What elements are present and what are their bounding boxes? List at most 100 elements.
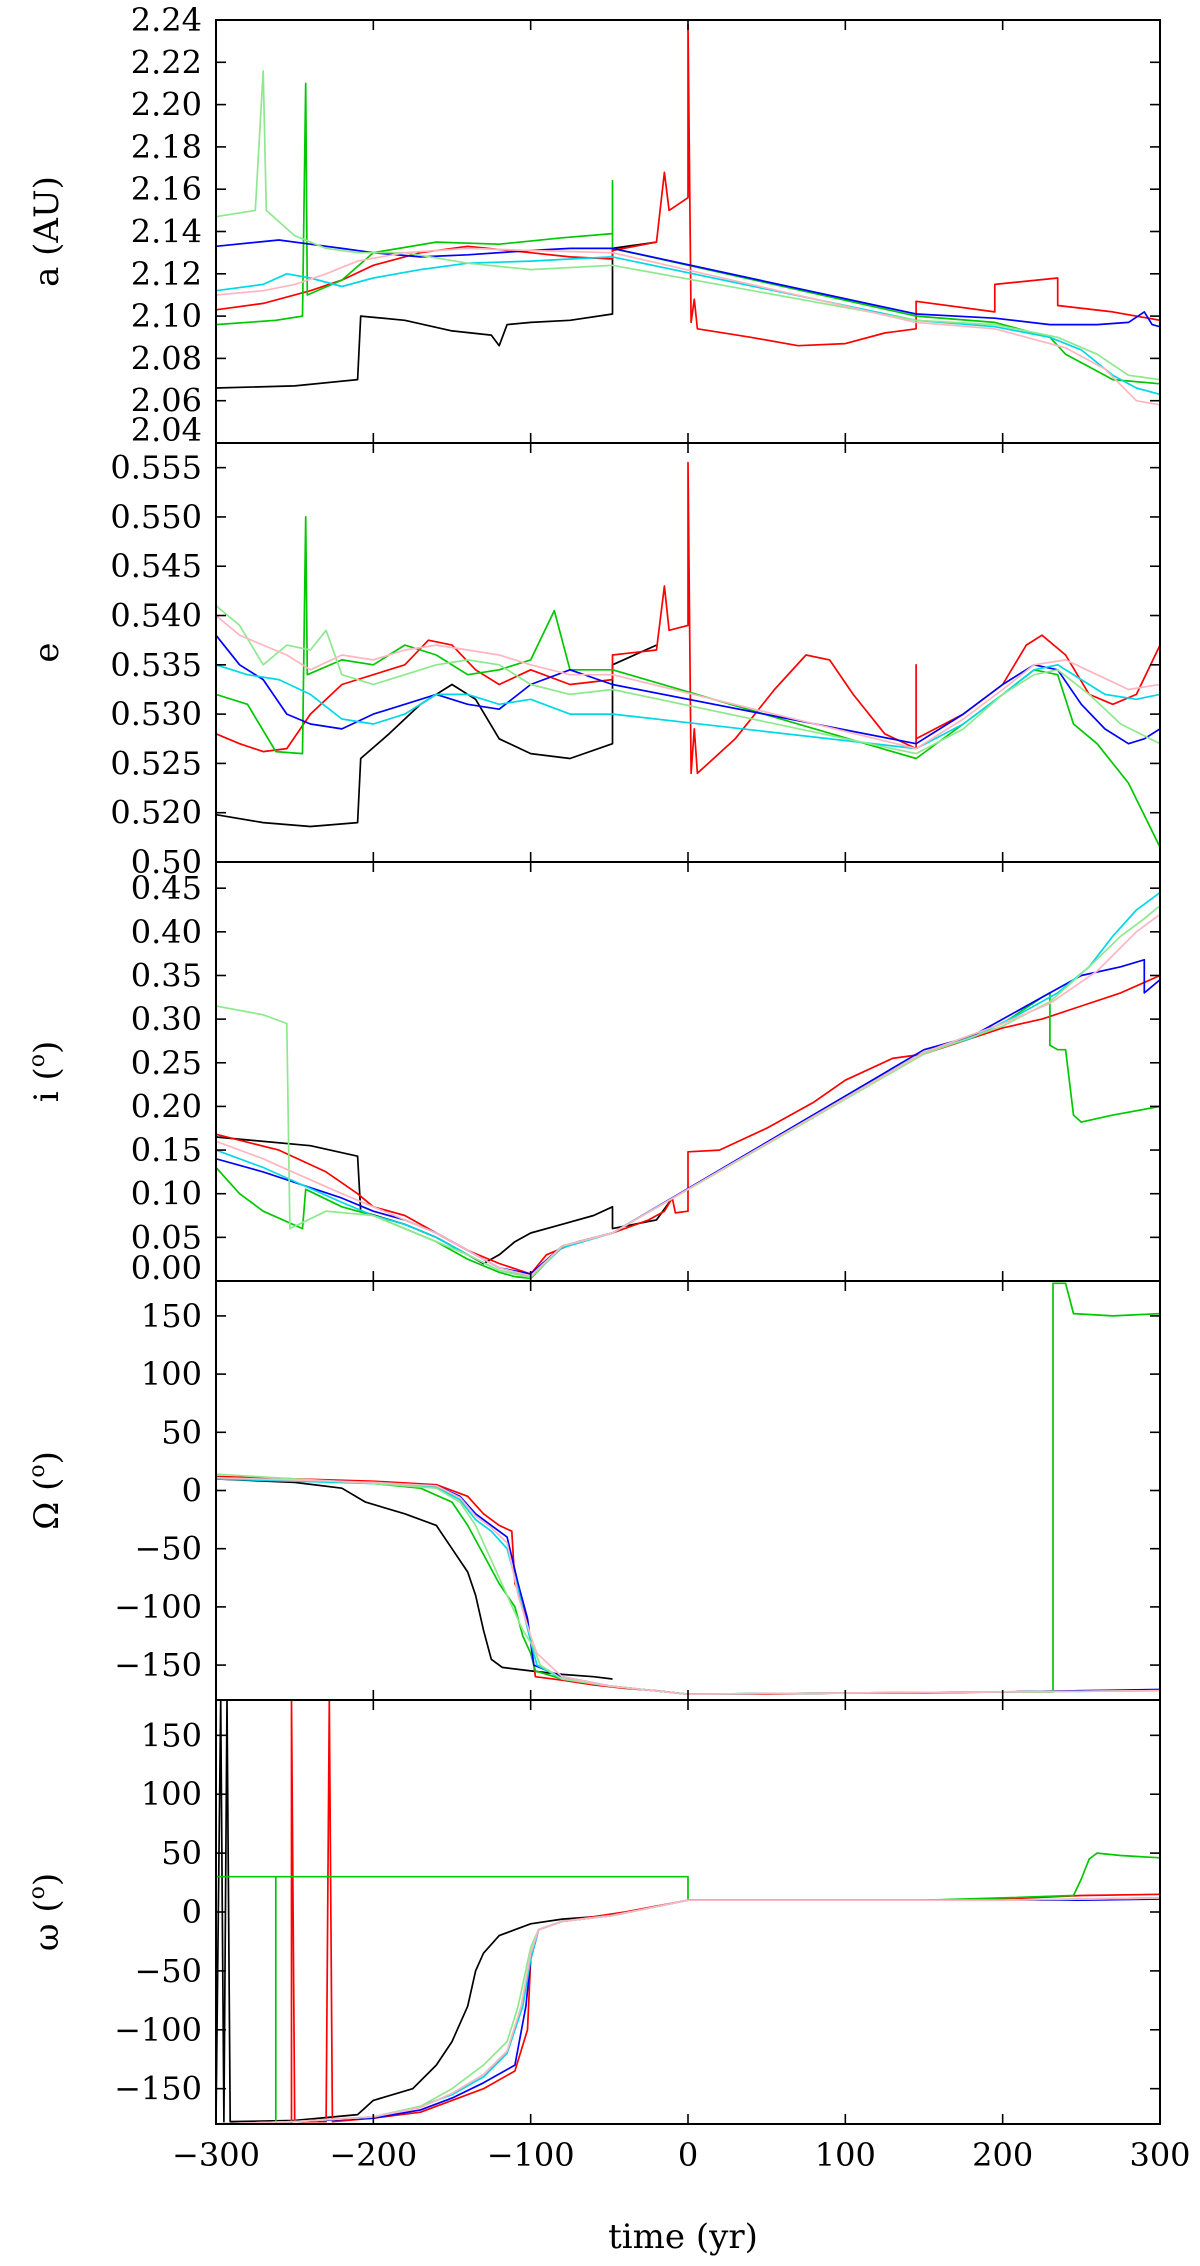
series-cyan-line [216,1478,1160,1696]
y-tick-label: 0.540 [110,597,202,635]
y-axis-label-e: e [27,642,67,662]
series-red-line [216,23,1160,347]
series-group-node [216,1282,1160,1696]
x-axis-label: time (yr) [608,2217,758,2257]
series-pink-line [216,1476,1160,1696]
y-tick-label: −100 [114,2011,202,2049]
y-tick-label: 50 [161,1413,202,1451]
y-tick-label: 2.14 [131,213,202,251]
series-black-line [216,1478,613,1680]
y-tick-label: 0.545 [110,547,202,585]
y-tick-label: 2.18 [131,128,202,166]
series-green-line [216,1282,1160,1696]
y-tick-label: 0 [182,1893,202,1931]
series-blue-line [216,239,1160,328]
series-pink-line [216,1897,1160,2124]
y-tick-label: 2.08 [131,339,202,377]
y-tick-label: 0.40 [131,913,202,951]
plot-frame-node [215,1280,1161,1701]
panels: 2.042.06 2.08 2.10 2.12 2.14 2.16 2.18 2.20 2.22… [25,1,1191,2174]
y-tick-label: 0.05 [131,1218,202,1256]
y-tick-label: 2.06 [131,382,202,420]
series-green-line [216,1852,1160,2124]
plot-frame-peri [215,1699,1161,2125]
y-tick-label: 0.520 [110,794,202,832]
y-tick-label: 0.00 [131,1249,202,1287]
y-tick-label: −150 [114,2070,202,2108]
y-tick-label: 0.555 [110,449,202,487]
series-black-line [216,1136,673,1265]
series-lightgreen-line [216,1473,1160,1696]
series-blue-line [216,1898,1160,2124]
y-tick-label: 2.12 [131,255,202,293]
series-red-line [216,1700,1160,2124]
x-tick-label: 200 [972,2136,1033,2174]
y-tick-label: −100 [114,1588,202,1626]
series-cyan-line [216,1897,1160,2124]
y-tick-label: 0.550 [110,498,202,536]
series-group-i [216,891,1160,1280]
y-tick-label: 100 [141,1775,202,1813]
plot-frame-i [215,861,1161,1282]
y-tick-label: 0.50 [131,843,202,881]
series-lightgreen-line [216,605,1160,755]
series-red-line [216,974,1160,1275]
series-blue-line [216,1476,1160,1696]
series-black-line [216,644,657,828]
y-tick-label: 0.45 [131,869,202,907]
panel-i: 0.000.05 0.10 0.15 0.20 0.25 0.30 0.35 0.40 0.45… [25,861,1161,1287]
y-tick-label: 2.04 [131,411,202,449]
y-tick-label: 2.22 [131,43,202,81]
series-black-line [216,241,657,389]
y-tick-label: 0.20 [131,1087,202,1125]
panel-node: −150 −100 −50 0 50 100 150 Ω (o) [25,1280,1161,1701]
y-tick-label: 2.24 [131,1,202,39]
y-tick-label: −150 [114,1646,202,1684]
y-tick-label: −50 [134,1530,202,1568]
series-cyan-line [216,663,1160,750]
series-black-line [216,1700,613,2123]
panel-e: 0.520 0.525 0.530 0.535 0.540 0.545 0.550 0.555… [27,442,1161,881]
series-group-e [216,461,1160,848]
series-pink-line [216,247,1160,406]
series-group-a [216,23,1160,406]
series-green-line [216,992,1160,1280]
y-axis-label-a: a (AU) [27,176,67,287]
y-tick-label: 100 [141,1355,202,1393]
y-tick-label: 0.535 [110,646,202,684]
y-tick-label: 0.530 [110,695,202,733]
y-tick-label: −50 [134,1952,202,1990]
series-pink-line [216,614,1160,750]
x-tick-label: −300 [172,2136,260,2174]
y-axis-label-peri: ω (o) [25,1873,67,1951]
y-tick-label: 0.10 [131,1175,202,1213]
series-green-line [216,516,1160,848]
panel-a: 2.042.06 2.08 2.10 2.12 2.14 2.16 2.18 2.20 2.22… [27,1,1161,449]
y-tick-label: 150 [141,1716,202,1754]
y-tick-label: 50 [161,1834,202,1872]
x-tick-label: −100 [487,2136,575,2174]
series-blue-line [216,634,1160,745]
y-axis-label-node: Ω (o) [25,1451,67,1530]
y-tick-label: 2.10 [131,297,202,335]
y-tick-label: 0.30 [131,1000,202,1038]
series-lightgreen-line [216,69,1160,381]
series-cyan-line [216,256,1160,396]
series-lightgreen-line [216,904,1160,1279]
series-cyan-line [216,891,1160,1278]
y-tick-label: 0 [182,1472,202,1510]
y-tick-label: 0.35 [131,956,202,994]
series-green-line [216,82,1160,385]
series-blue-line [216,958,1160,1275]
x-tick-label: −200 [329,2136,417,2174]
series-red-line [216,461,1160,775]
y-tick-label: 150 [141,1297,202,1335]
panel-peri: −150 −100 −50 0 50 100 150 ω (o) −300 −200 −100 0 10… [25,1699,1191,2174]
x-tick-label: 0 [678,2136,698,2174]
series-lightgreen-line [216,1897,1160,2124]
y-tick-label: 2.20 [131,86,202,124]
y-tick-label: 2.16 [131,170,202,208]
series-group-peri [216,1700,1160,2124]
series-pink-line [216,913,1160,1277]
